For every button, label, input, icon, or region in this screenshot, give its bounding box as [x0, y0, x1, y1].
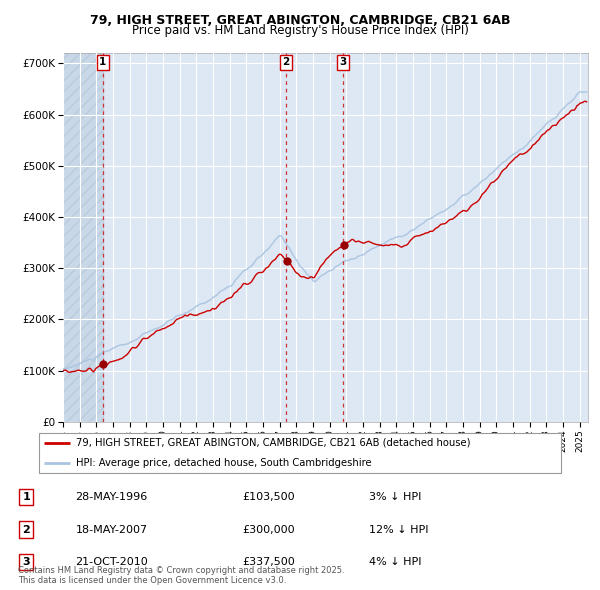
- Text: £103,500: £103,500: [242, 492, 295, 502]
- Text: 2: 2: [283, 57, 290, 67]
- Text: £300,000: £300,000: [242, 525, 295, 535]
- Text: 3: 3: [23, 557, 30, 567]
- Text: 18-MAY-2007: 18-MAY-2007: [76, 525, 148, 535]
- Text: 79, HIGH STREET, GREAT ABINGTON, CAMBRIDGE, CB21 6AB: 79, HIGH STREET, GREAT ABINGTON, CAMBRID…: [90, 14, 510, 27]
- Text: 12% ↓ HPI: 12% ↓ HPI: [369, 525, 428, 535]
- Text: 3% ↓ HPI: 3% ↓ HPI: [369, 492, 421, 502]
- Text: 4% ↓ HPI: 4% ↓ HPI: [369, 557, 422, 567]
- Text: 1: 1: [23, 492, 30, 502]
- Text: Contains HM Land Registry data © Crown copyright and database right 2025.
This d: Contains HM Land Registry data © Crown c…: [18, 566, 344, 585]
- Text: 79, HIGH STREET, GREAT ABINGTON, CAMBRIDGE, CB21 6AB (detached house): 79, HIGH STREET, GREAT ABINGTON, CAMBRID…: [76, 438, 470, 448]
- Text: 3: 3: [340, 57, 347, 67]
- Text: 1: 1: [99, 57, 106, 67]
- FancyBboxPatch shape: [38, 433, 562, 473]
- Bar: [63, 53, 103, 422]
- Text: 2: 2: [23, 525, 30, 535]
- Text: 21-OCT-2010: 21-OCT-2010: [76, 557, 148, 567]
- Text: Price paid vs. HM Land Registry's House Price Index (HPI): Price paid vs. HM Land Registry's House …: [131, 24, 469, 37]
- Bar: [63, 53, 103, 422]
- Text: HPI: Average price, detached house, South Cambridgeshire: HPI: Average price, detached house, Sout…: [76, 458, 371, 468]
- Text: 28-MAY-1996: 28-MAY-1996: [76, 492, 148, 502]
- Text: £337,500: £337,500: [242, 557, 295, 567]
